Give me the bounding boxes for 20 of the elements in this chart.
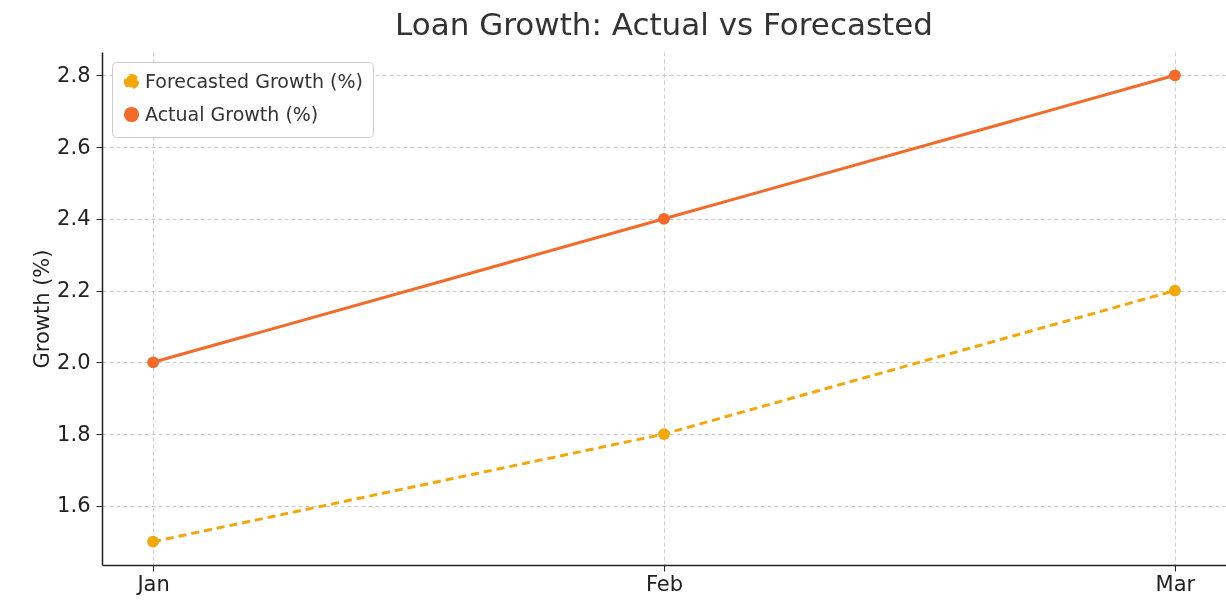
chart-title: Loan Growth: Actual vs Forecasted [395, 6, 933, 42]
legend-label: Forecasted Growth (%) [145, 69, 363, 92]
y-tick-label: 2.8 [57, 62, 91, 87]
point [147, 535, 160, 548]
point [1168, 284, 1181, 297]
y-tick-label: 1.8 [57, 421, 91, 446]
y-tick-label: 2.4 [57, 206, 91, 231]
y-tick-label: 2.0 [57, 349, 91, 374]
x-tick-label: Feb [645, 571, 684, 596]
y-tick-label: 1.6 [57, 493, 91, 518]
y-tick-label: 2.6 [57, 134, 91, 159]
legend-label: Actual Growth (%) [145, 102, 319, 125]
point [147, 356, 160, 369]
point [658, 428, 670, 440]
x-tick-label: Jan [135, 571, 170, 596]
point [658, 212, 670, 225]
y-axis-title: Growth (%) [30, 249, 55, 369]
y-tick-label: 2.2 [57, 278, 91, 303]
point [1168, 69, 1181, 82]
x-tick-label: Mar [1155, 571, 1196, 596]
